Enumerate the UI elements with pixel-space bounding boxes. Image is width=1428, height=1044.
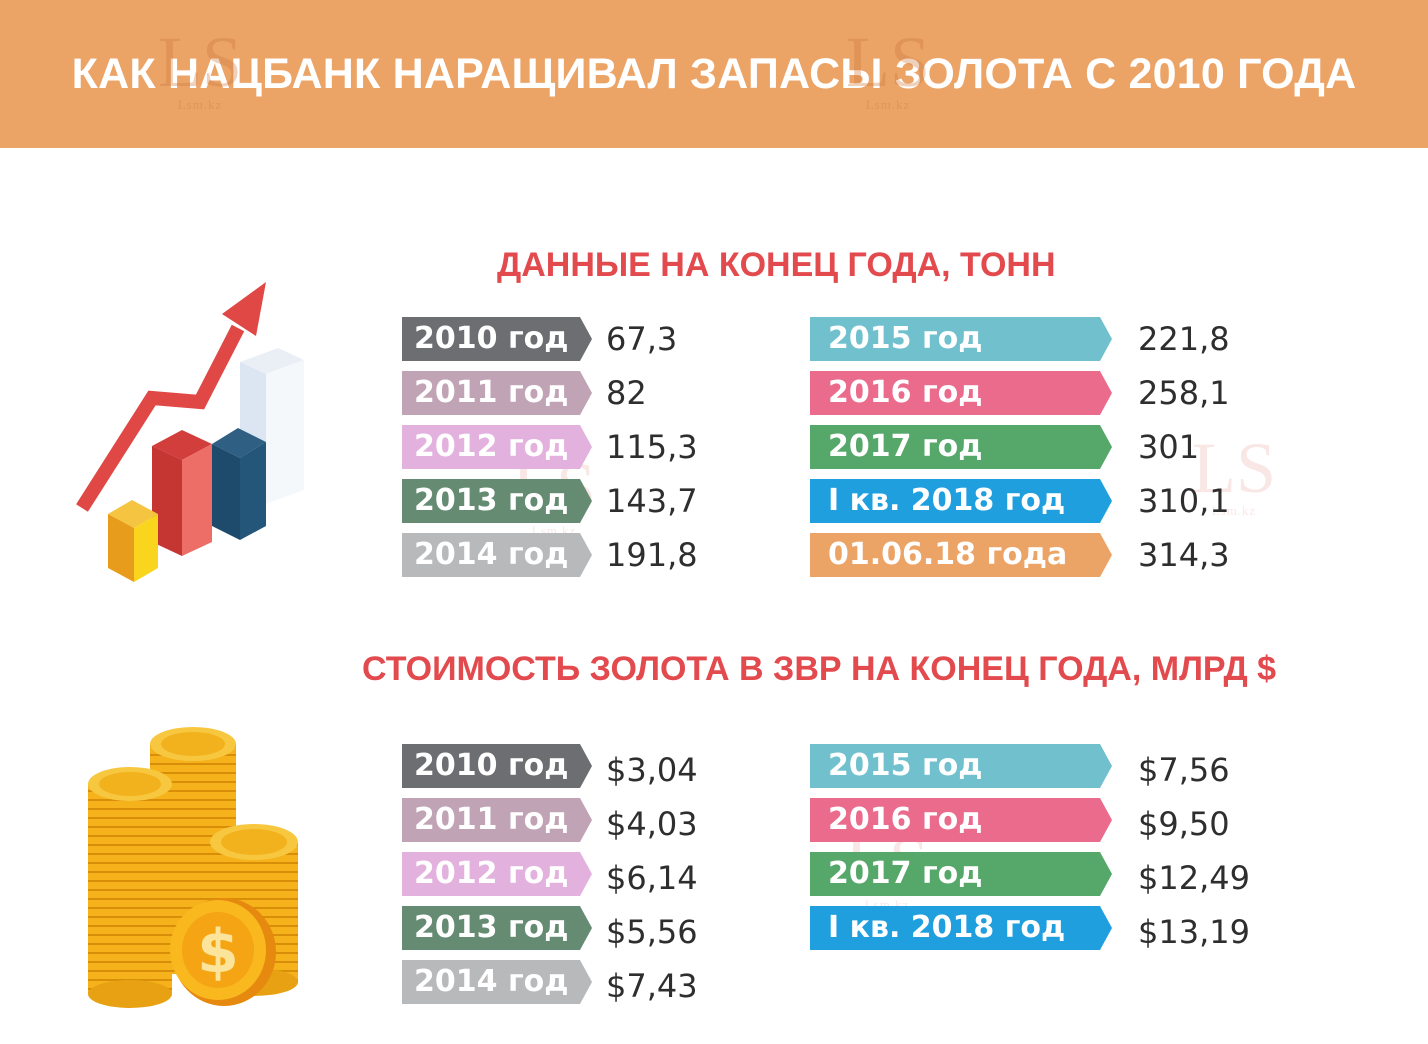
year-value: $4,03 bbox=[606, 805, 698, 843]
year-label: 2017 год bbox=[810, 425, 1112, 469]
year-label: 2012 год bbox=[402, 425, 592, 469]
section-title-value: СТОИМОСТЬ ЗОЛОТА В ЗВР НА КОНЕЦ ГОДА, МЛ… bbox=[362, 650, 1277, 688]
year-value: 310,1 bbox=[1138, 482, 1230, 520]
year-value: 314,3 bbox=[1138, 536, 1230, 574]
year-label: 2013 год bbox=[402, 906, 592, 950]
growth-chart-icon bbox=[60, 270, 320, 605]
year-label: 2012 год bbox=[402, 852, 592, 896]
year-label: 2011 год bbox=[402, 371, 592, 415]
year-label: 2014 год bbox=[402, 960, 592, 1004]
year-label: I кв. 2018 год bbox=[810, 479, 1112, 523]
year-value: 67,3 bbox=[606, 320, 678, 358]
year-value: 115,3 bbox=[606, 428, 698, 466]
header-banner: КАК НАЦБАНК НАРАЩИВАЛ ЗАПАСЫ ЗОЛОТА С 20… bbox=[0, 0, 1428, 148]
year-value: $5,56 bbox=[606, 913, 698, 951]
year-label: 2010 год bbox=[402, 744, 592, 788]
year-value: 258,1 bbox=[1138, 374, 1230, 412]
year-value: 301 bbox=[1138, 428, 1200, 466]
year-label: 2015 год bbox=[810, 317, 1112, 361]
year-value: 221,8 bbox=[1138, 320, 1230, 358]
year-value: $7,56 bbox=[1138, 751, 1230, 789]
year-label: 2016 год bbox=[810, 798, 1112, 842]
year-label: I кв. 2018 год bbox=[810, 906, 1112, 950]
year-value: 191,8 bbox=[606, 536, 698, 574]
year-value: $6,14 bbox=[606, 859, 698, 897]
year-label: 2011 год bbox=[402, 798, 592, 842]
page-title: КАК НАЦБАНК НАРАЩИВАЛ ЗАПАСЫ ЗОЛОТА С 20… bbox=[71, 50, 1357, 98]
section-title-tonnes: ДАННЫЕ НА КОНЕЦ ГОДА, ТОНН bbox=[497, 246, 1056, 284]
year-label: 2015 год bbox=[810, 744, 1112, 788]
year-value: $13,19 bbox=[1138, 913, 1250, 951]
year-value: $9,50 bbox=[1138, 805, 1230, 843]
year-value: $12,49 bbox=[1138, 859, 1250, 897]
year-value: $7,43 bbox=[606, 967, 698, 1005]
gold-coins-icon: $ bbox=[70, 720, 320, 1015]
year-value: $3,04 bbox=[606, 751, 698, 789]
year-value: 82 bbox=[606, 374, 647, 412]
svg-text:$: $ bbox=[197, 917, 239, 987]
year-label: 2014 год bbox=[402, 533, 592, 577]
year-label: 01.06.18 года bbox=[810, 533, 1112, 577]
year-value: 143,7 bbox=[606, 482, 698, 520]
year-label: 2016 год bbox=[810, 371, 1112, 415]
year-label: 2013 год bbox=[402, 479, 592, 523]
year-label: 2017 год bbox=[810, 852, 1112, 896]
year-label: 2010 год bbox=[402, 317, 592, 361]
